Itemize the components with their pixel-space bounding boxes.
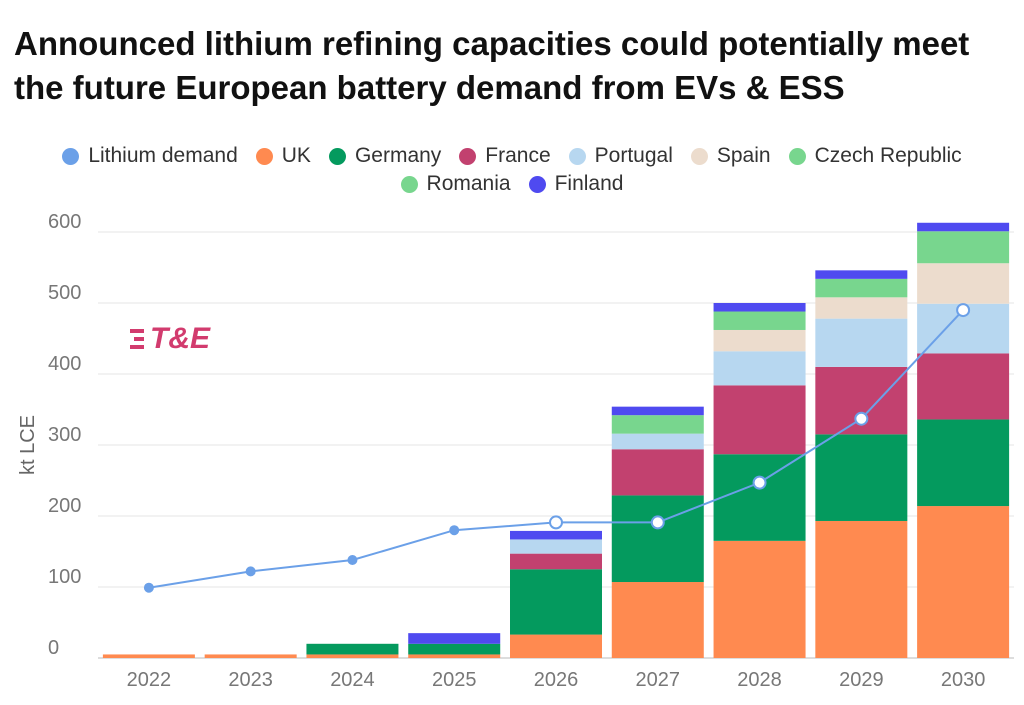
legend-label: UK [281,144,311,167]
y-axis-label: kt LCE [17,415,39,475]
logo-lines-icon [130,327,144,351]
legend-label: Spain [716,144,771,167]
bar-segment [510,530,602,540]
bar-segment [408,643,501,655]
bar-segment [713,351,806,386]
legend-swatch-icon [255,147,273,165]
bar-segment [713,385,806,455]
bar-segment [713,303,806,312]
x-tick-label: 2029 [839,669,884,691]
legend-label: Portugal [594,144,673,167]
legend-item: Spain [690,144,771,168]
demand-point [449,525,460,536]
bar-segment [815,297,908,319]
bar-segment [713,329,806,352]
legend-item: Portugal [568,144,673,168]
x-tick-label: 2023 [228,669,273,691]
bar-segment [815,434,908,521]
y-tick-label: 0 [48,637,59,659]
y-tick-label: 400 [48,353,81,375]
bar-segment [713,454,806,541]
demand-point [956,303,971,318]
demand-point [245,566,256,577]
legend-swatch-icon [328,147,346,165]
logo: T&E [130,322,210,356]
bar-segment [408,654,501,658]
legend-item: Czech Republic [788,144,962,168]
bar-segment [408,633,501,644]
legend-row: Romania Finland [0,170,1024,198]
legend-item: Lithium demand [62,144,238,168]
bar-segment [510,634,602,658]
y-tick-label: 300 [48,424,81,446]
bar-segment [306,654,399,658]
legend-swatch-icon [459,147,477,165]
bar-segment [611,433,704,450]
y-tick-label: 200 [48,495,81,517]
bar-segment [713,540,806,658]
bar-segment [815,520,908,658]
x-tick-label: 2026 [534,669,579,691]
legend-label: Romania [426,172,511,195]
legend-swatch-icon [62,147,80,165]
legend-swatch-icon [690,147,708,165]
bar-segment [815,270,908,279]
demand-point [549,515,563,530]
bar-segment [815,318,908,367]
demand-point [650,515,665,530]
bar-segment [510,569,602,635]
legend-item: France [459,144,551,168]
bar-segment [611,449,704,496]
legend-label: Germany [354,144,442,167]
demand-point [854,411,869,426]
x-tick-label: 2024 [330,669,375,691]
chart-title: Announced lithium refining capacities co… [14,25,970,106]
legend-row: Lithium demand UK Germany France Portugal Spa… [0,142,1024,170]
legend-item: Germany [328,144,442,168]
bar-segment [611,415,704,434]
legend-item: Romania [400,172,511,196]
y-tick-label: 500 [48,282,81,304]
legend-label: Lithium demand [88,144,238,167]
x-tick-label: 2030 [941,669,986,691]
legend-label: France [485,144,551,167]
x-tick-label: 2027 [636,669,681,691]
bar-segment [306,643,399,655]
bar-segment [815,278,908,298]
demand-point [347,555,358,566]
x-tick-label: 2025 [432,669,477,691]
bar-segment [611,582,704,658]
legend-swatch-icon [400,175,418,193]
bar-segment [917,353,1010,420]
legend-label: Finland [554,172,624,195]
bar-segment [917,222,1010,232]
bar-segment [510,553,602,570]
legend-swatch-icon [568,147,586,165]
bar-segment [917,231,1010,264]
y-tick-label: 100 [48,566,81,588]
bar-segment [917,419,1010,507]
bar-segment [102,654,195,658]
bar-segment [510,539,602,554]
bar-segment [713,311,806,330]
legend-item: Finland [528,172,624,196]
y-tick-label: 600 [48,211,81,233]
legend: Lithium demand UK Germany France Portugal Spa… [0,142,1024,198]
legend-label: Czech Republic [814,144,962,167]
x-tick-label: 2022 [127,669,172,691]
legend-swatch-icon [788,147,806,165]
legend-item: UK [255,144,311,168]
bar-segment [917,263,1010,304]
demand-point [143,582,154,593]
bar-segment [204,654,297,658]
x-tick-label: 2028 [737,669,782,691]
demand-point [752,475,767,490]
legend-swatch-icon [528,175,546,193]
bar-segment [611,495,704,583]
bar-segment [611,406,704,416]
logo-text: T&E [150,322,210,355]
bar-segment [917,506,1010,658]
